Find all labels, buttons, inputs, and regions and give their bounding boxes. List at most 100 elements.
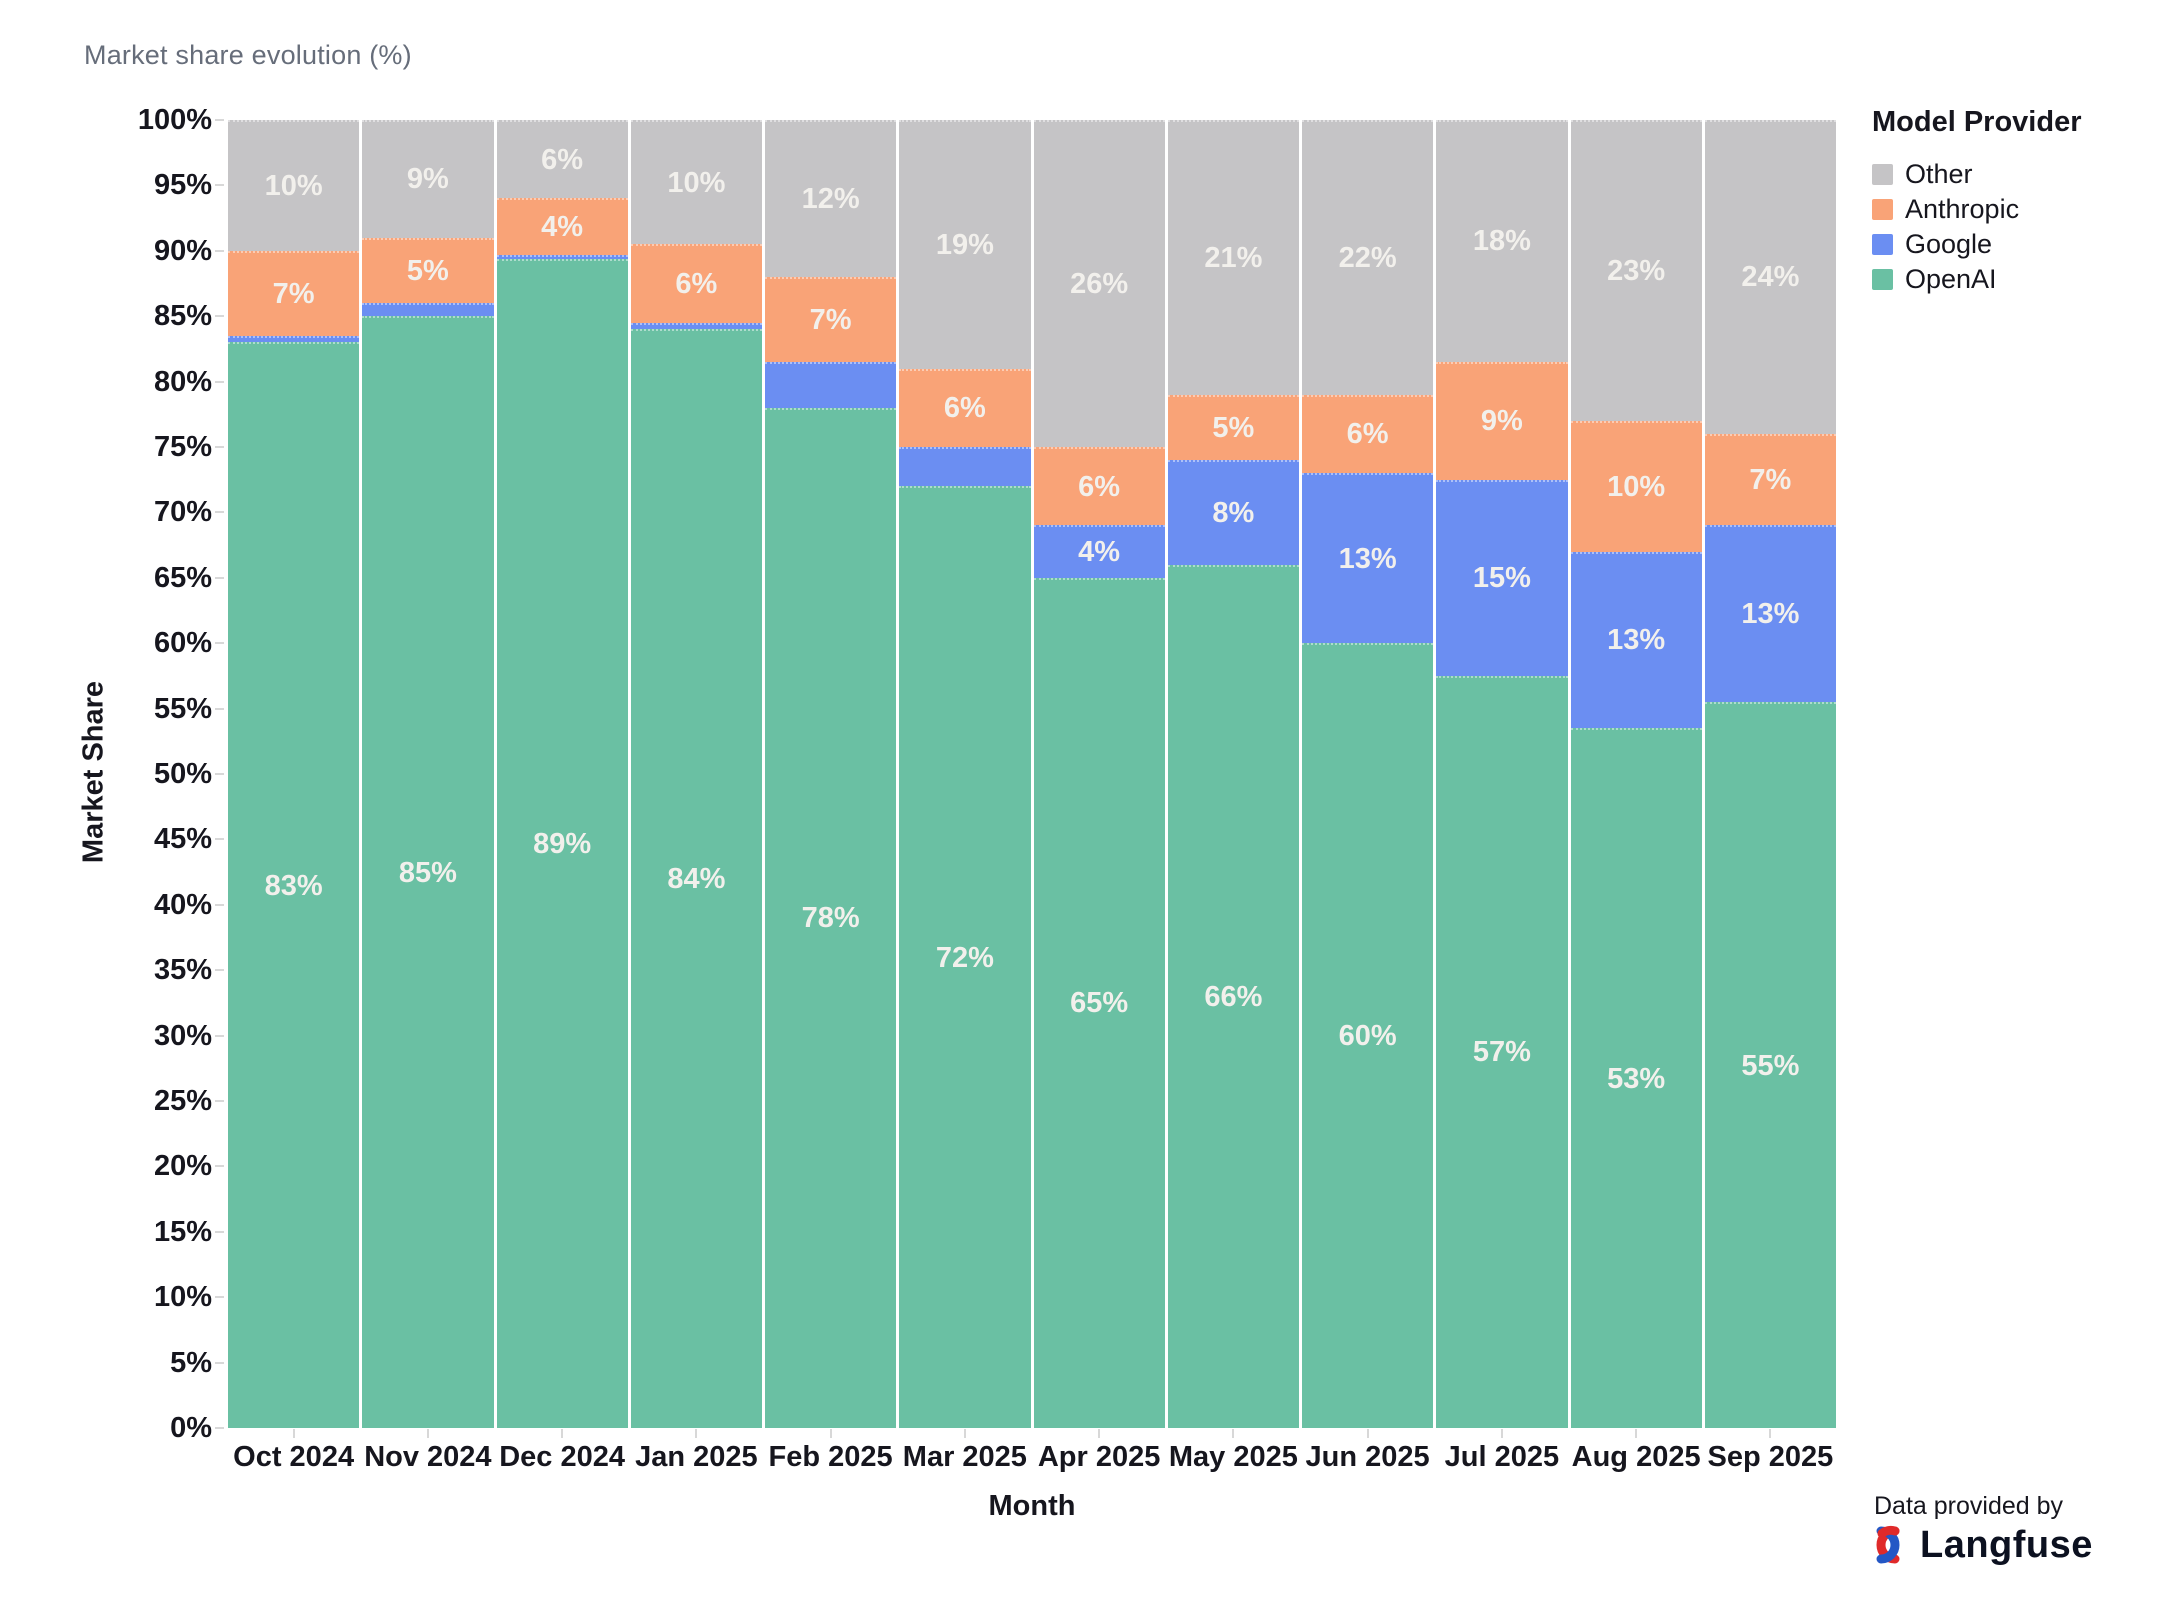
x-tick-mark <box>1635 1429 1638 1438</box>
y-tick-label-100: 100% <box>137 104 212 136</box>
x-tick-mark <box>695 1429 698 1438</box>
x-tick-label-oct-2024: Oct 2024 <box>233 1441 355 1473</box>
legend-label-other: Other <box>1905 159 1973 189</box>
x-tick-mark <box>1769 1429 1772 1438</box>
x-tick-mark <box>1098 1429 1101 1438</box>
y-tick-mark <box>215 380 224 383</box>
segment-value-label: 57% <box>1472 1036 1531 1069</box>
segment-google-aug-2025[interactable]: 13% <box>1570 551 1702 729</box>
y-tick-mark <box>215 1427 224 1429</box>
segment-google-oct-2024[interactable] <box>228 335 360 343</box>
segment-openai-nov-2024[interactable]: 85% <box>362 316 494 1428</box>
y-tick-label-0: 0% <box>170 1412 212 1444</box>
x-tick-label-dec-2024: Dec 2024 <box>499 1441 626 1473</box>
segment-anthropic-mar-2025[interactable]: 6% <box>899 368 1031 447</box>
segment-other-nov-2024[interactable]: 9% <box>362 120 494 238</box>
segment-anthropic-jun-2025[interactable]: 6% <box>1302 394 1434 474</box>
segment-openai-oct-2024[interactable]: 83% <box>228 342 360 1428</box>
segment-openai-mar-2025[interactable]: 72% <box>899 486 1031 1428</box>
segment-openai-feb-2025[interactable]: 78% <box>765 407 897 1428</box>
y-tick-mark <box>215 1361 224 1364</box>
segment-google-feb-2025[interactable] <box>765 361 897 408</box>
segment-value-label: 6% <box>943 392 986 425</box>
y-tick-label-80: 80% <box>153 365 212 398</box>
segment-google-dec-2024[interactable] <box>496 254 628 259</box>
legend-item-google[interactable]: Google <box>1872 227 2160 262</box>
legend-swatch-other <box>1872 164 1893 185</box>
y-tick-mark <box>215 1296 224 1299</box>
segment-value-label: 10% <box>264 169 323 202</box>
segment-other-jul-2025[interactable]: 18% <box>1436 120 1568 362</box>
legend-item-anthropic[interactable]: Anthropic <box>1872 192 2160 227</box>
segment-anthropic-nov-2024[interactable]: 5% <box>362 237 494 304</box>
segment-openai-sep-2025[interactable]: 55% <box>1704 702 1836 1428</box>
segment-google-jan-2025[interactable] <box>630 322 762 330</box>
y-tick-label-40: 40% <box>153 888 212 921</box>
segment-value-label: 7% <box>1749 464 1792 497</box>
y-tick-mark <box>215 903 224 906</box>
segment-anthropic-feb-2025[interactable]: 7% <box>765 276 897 362</box>
segment-anthropic-jan-2025[interactable]: 6% <box>630 244 762 323</box>
y-tick-label-20: 20% <box>153 1150 212 1183</box>
segment-google-may-2025[interactable]: 8% <box>1167 460 1299 565</box>
segment-anthropic-sep-2025[interactable]: 7% <box>1704 433 1836 526</box>
segment-value-label: 89% <box>533 827 592 860</box>
segment-anthropic-dec-2024[interactable]: 4% <box>496 198 628 255</box>
legend-label-google: Google <box>1905 229 1993 259</box>
bar-sep-2025: 24% 7% 13% 55% <box>1704 120 1836 1428</box>
segment-google-nov-2024[interactable] <box>362 303 494 317</box>
bar-feb-2025: 12% 7% 78% <box>765 120 897 1428</box>
segment-openai-jan-2025[interactable]: 84% <box>630 329 762 1428</box>
bar-mar-2025: 19% 6% 72% <box>899 120 1031 1428</box>
segment-other-mar-2025[interactable]: 19% <box>899 120 1031 369</box>
segment-other-oct-2024[interactable]: 10% <box>228 120 360 251</box>
segment-other-jun-2025[interactable]: 22% <box>1302 120 1434 395</box>
segment-value-label: 12% <box>801 182 860 215</box>
legend-item-other[interactable]: Other <box>1872 157 2160 192</box>
x-tick-mark <box>426 1429 429 1438</box>
segment-other-apr-2025[interactable]: 26% <box>1033 120 1165 447</box>
legend-item-openai[interactable]: OpenAI <box>1872 262 2160 297</box>
segment-value-label: 4% <box>541 211 584 244</box>
y-tick-label-5: 5% <box>170 1346 212 1379</box>
y-tick-mark <box>215 969 224 972</box>
y-tick-mark <box>215 576 224 579</box>
segment-other-jan-2025[interactable]: 10% <box>630 120 762 245</box>
segment-value-label: 84% <box>667 863 726 896</box>
segment-google-sep-2025[interactable]: 13% <box>1704 525 1836 703</box>
segment-openai-apr-2025[interactable]: 65% <box>1033 577 1165 1428</box>
segment-openai-dec-2024[interactable]: 89% <box>496 258 628 1428</box>
x-tick-label-jan-2025: Jan 2025 <box>635 1441 758 1473</box>
segment-openai-may-2025[interactable]: 66% <box>1167 564 1299 1428</box>
y-tick-mark <box>215 1230 224 1233</box>
segment-value-label: 4% <box>1078 536 1121 569</box>
segment-other-aug-2025[interactable]: 23% <box>1570 120 1702 421</box>
segment-value-label: 24% <box>1741 261 1800 294</box>
segment-google-jun-2025[interactable]: 13% <box>1302 473 1434 644</box>
segment-other-may-2025[interactable]: 21% <box>1167 120 1299 395</box>
segment-openai-jun-2025[interactable]: 60% <box>1302 643 1434 1428</box>
segment-value-label: 22% <box>1338 241 1397 274</box>
segment-other-sep-2025[interactable]: 24% <box>1704 120 1836 434</box>
x-tick-label-mar-2025: Mar 2025 <box>902 1441 1027 1473</box>
segment-anthropic-oct-2024[interactable]: 7% <box>228 250 360 336</box>
segment-anthropic-may-2025[interactable]: 5% <box>1167 394 1299 461</box>
segment-other-feb-2025[interactable]: 12% <box>765 120 897 277</box>
segment-google-mar-2025[interactable] <box>899 446 1031 487</box>
bar-jun-2025: 22% 6% 13% 60% <box>1302 120 1434 1428</box>
segment-value-label: 10% <box>667 166 726 199</box>
attribution[interactable]: Data provided by Langfuse <box>1864 1492 2093 1566</box>
segment-value-label: 5% <box>406 254 449 287</box>
segment-anthropic-apr-2025[interactable]: 6% <box>1033 447 1165 526</box>
segment-google-jul-2025[interactable]: 15% <box>1436 479 1568 676</box>
segment-openai-aug-2025[interactable]: 53% <box>1570 728 1702 1428</box>
segment-anthropic-jul-2025[interactable]: 9% <box>1436 361 1568 480</box>
segment-other-dec-2024[interactable]: 6% <box>496 120 628 199</box>
segment-anthropic-aug-2025[interactable]: 10% <box>1570 420 1702 552</box>
bar-nov-2024: 9% 5% 85% <box>362 120 494 1428</box>
y-tick-mark <box>215 773 224 775</box>
x-tick-label-apr-2025: Apr 2025 <box>1037 1441 1161 1473</box>
segment-google-apr-2025[interactable]: 4% <box>1033 525 1165 578</box>
segment-openai-jul-2025[interactable]: 57% <box>1436 675 1568 1428</box>
